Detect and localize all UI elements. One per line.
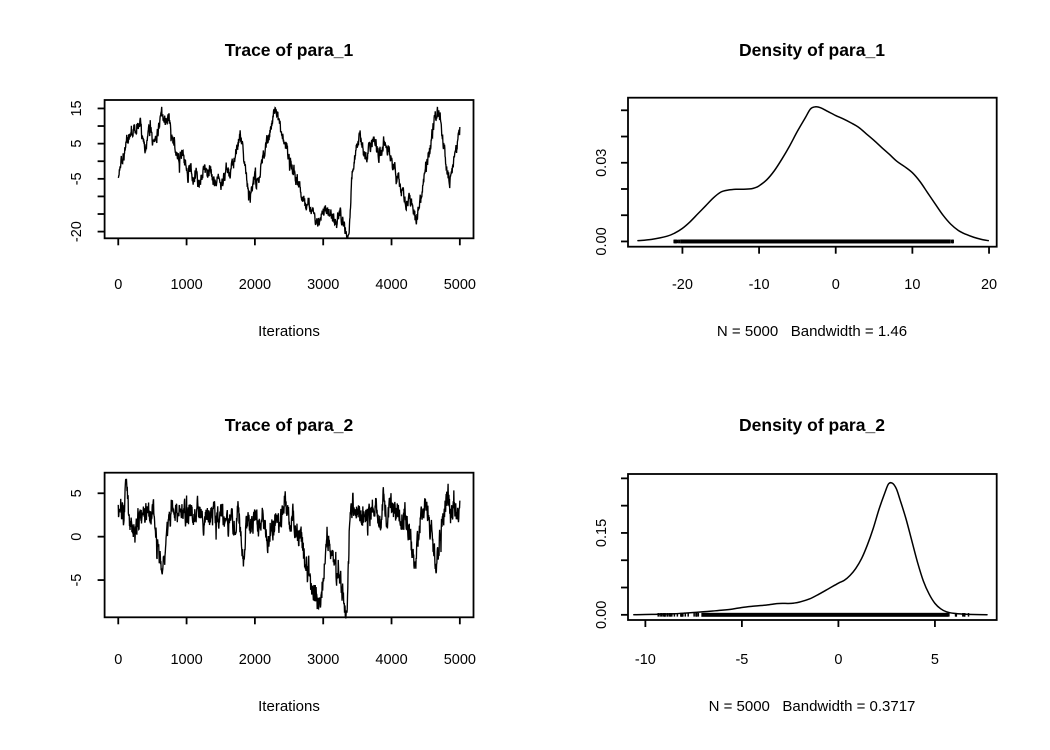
y-tick-label: 5: [69, 140, 85, 148]
rug-tick: [666, 613, 669, 617]
y-tick-label: 15: [69, 100, 85, 116]
rug-tick: [664, 613, 666, 617]
x-tick-label: 2000: [239, 277, 271, 293]
y-tick-label: -5: [69, 574, 85, 587]
rug-tick: [682, 613, 684, 617]
panel-trace-para-2: Trace of para_2 0 1000 2000 3000 4000 5000 5 0 -…: [69, 415, 476, 715]
rug-tick: [657, 613, 659, 617]
rug-tick: [678, 239, 681, 244]
rug-tick: [955, 613, 958, 617]
panel-title: Density of para_2: [739, 415, 885, 435]
x-tick-label: 5000: [444, 652, 476, 668]
y-tick-label: -5: [69, 172, 85, 185]
rug-tick: [659, 613, 661, 617]
density-curve: [637, 106, 990, 242]
rug-tick: [684, 613, 687, 617]
x-tick-label: -5: [735, 652, 748, 668]
rug-tick: [674, 239, 676, 244]
x-tick-label: 0: [114, 277, 122, 293]
panel-title: Density of para_1: [739, 40, 885, 60]
rug-tick: [680, 613, 683, 617]
x-tick-label: 3000: [307, 277, 339, 293]
x-tick-label: 10: [904, 277, 920, 293]
trace-line: [117, 478, 461, 619]
rug-tick: [673, 613, 676, 617]
x-tick-label: -20: [672, 277, 693, 293]
rug-tick: [693, 613, 695, 617]
rug-tick: [676, 613, 679, 617]
rug-tick: [668, 613, 671, 617]
x-tick-label: 0: [832, 277, 840, 293]
plot-box: [103, 99, 475, 240]
rug-tick: [671, 613, 673, 617]
y-tick-label: -20: [69, 221, 85, 242]
panel-density-para-2: Density of para_2 -10 -5 0 5 0.00 0.15 N = 50…: [594, 415, 998, 715]
panel-density-para-1: Density of para_1 -20 -10 0 10 20 0.00 0.03 N …: [594, 40, 998, 340]
x-tick-label: 4000: [375, 277, 407, 293]
y-tick-label: 5: [69, 489, 85, 497]
x-tick-label: 1000: [170, 652, 202, 668]
plot-box: [103, 471, 475, 619]
rug-tick: [950, 239, 953, 244]
x-tick-label: 20: [981, 277, 997, 293]
y-tick-label: 0.00: [594, 227, 610, 255]
x-tick-label: 3000: [307, 652, 339, 668]
rug-tick: [697, 613, 700, 617]
rug-tick: [669, 613, 672, 617]
rug-tick: [963, 613, 966, 617]
rug-tick: [673, 239, 675, 244]
y-tick-label: 0.00: [594, 601, 610, 629]
density-curve: [633, 481, 988, 616]
trace-para-1-plot: 0 1000 2000 3000 4000 5000 15 5 -5 -20: [69, 99, 476, 293]
density-para-1-plot: -20 -10 0 10 20 0.00 0.03: [594, 96, 998, 293]
trace-line: [117, 106, 461, 238]
density-caption: N = 5000 Bandwidth = 1.46: [717, 323, 907, 340]
rug-tick: [676, 239, 679, 244]
x-tick-label: 2000: [239, 652, 271, 668]
panel-title: Trace of para_2: [225, 415, 354, 435]
rug-tick: [695, 613, 697, 617]
plot-box: [627, 473, 998, 621]
rug-tick: [662, 613, 664, 617]
rug-tick: [954, 613, 957, 617]
rug-tick: [951, 239, 954, 244]
rug-tick: [948, 613, 950, 617]
rug-dense-strip: [680, 239, 951, 244]
x-tick-label: 0: [114, 652, 122, 668]
x-tick-label: 1000: [170, 277, 202, 293]
plot-box: [627, 96, 998, 248]
density-caption: N = 5000 Bandwidth = 0.3717: [709, 698, 916, 715]
y-tick-label: 0.03: [594, 149, 610, 177]
panel-trace-para-1: Trace of para_1 0 1000 2000 3000 4000 5000 15 5…: [69, 40, 476, 340]
x-tick-label: 4000: [375, 652, 407, 668]
x-tick-label: 5: [931, 652, 939, 668]
y-tick-label: 0: [69, 533, 85, 541]
rug-dense-strip: [701, 612, 949, 617]
rug-tick: [660, 613, 663, 617]
y-tick-label: 0.15: [594, 519, 610, 547]
rug-tick: [967, 613, 970, 617]
x-tick-label: 0: [834, 652, 842, 668]
rug-tick: [962, 613, 964, 617]
x-tick-label: -10: [749, 277, 770, 293]
x-tick-label: 5000: [444, 277, 476, 293]
x-tick-label: -10: [635, 652, 656, 668]
trace-para-2-plot: 0 1000 2000 3000 4000 5000 5 0 -5: [69, 471, 476, 668]
panel-title: Trace of para_1: [225, 40, 354, 60]
x-axis-label: Iterations: [258, 323, 320, 340]
rug-tick: [687, 613, 689, 617]
density-para-2-plot: -10 -5 0 5 0.00 0.15: [594, 473, 998, 668]
x-axis-label: Iterations: [258, 698, 320, 715]
